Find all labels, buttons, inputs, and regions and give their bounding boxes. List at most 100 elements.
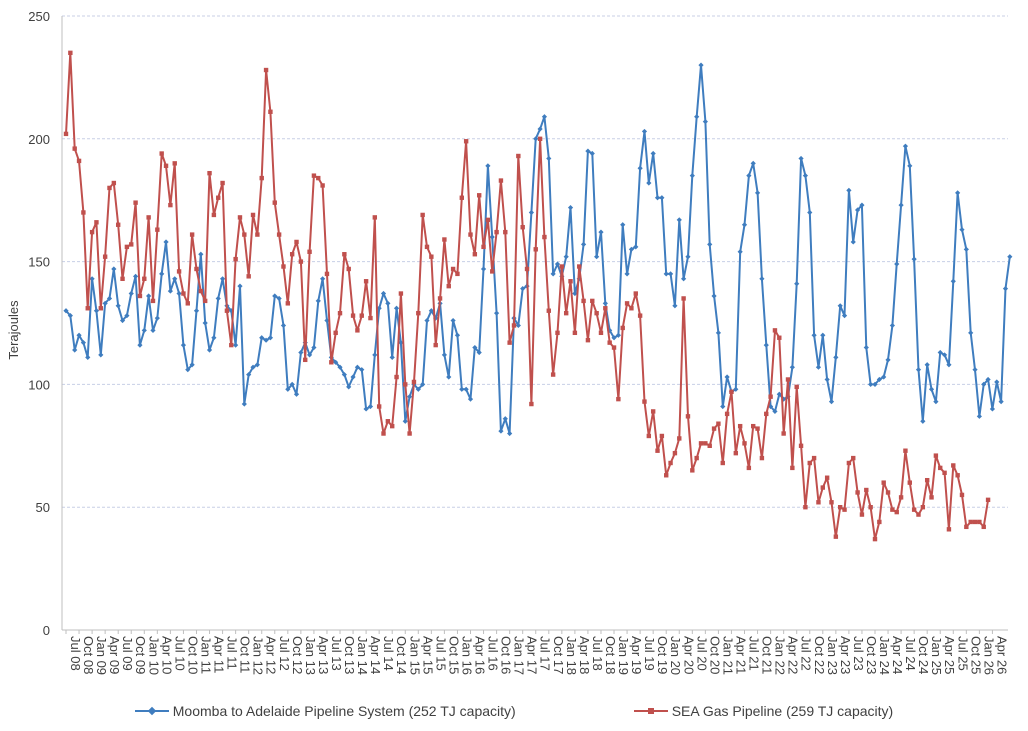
data-point — [206, 347, 213, 353]
x-tick-label: Jan 09 — [94, 636, 109, 675]
data-point — [272, 293, 278, 299]
data-point — [798, 155, 804, 162]
data-point — [141, 327, 147, 333]
x-tick-label: Jan 15 — [407, 636, 422, 675]
data-point — [372, 352, 378, 358]
data-point — [520, 225, 525, 230]
data-point — [807, 209, 813, 216]
data-point — [733, 386, 739, 392]
data-point — [476, 193, 482, 198]
data-point — [677, 436, 682, 441]
data-point — [259, 335, 265, 341]
data-point — [555, 330, 560, 336]
data-point — [968, 330, 974, 336]
data-point — [663, 271, 669, 277]
data-point — [754, 190, 761, 196]
data-point — [729, 389, 734, 394]
data-point — [437, 296, 443, 301]
data-point — [132, 273, 139, 279]
data-point — [863, 344, 869, 351]
data-point — [329, 360, 334, 365]
x-tick-label: Jul 24 — [903, 636, 918, 671]
data-point — [859, 512, 865, 517]
legend-label-sea: SEA Gas Pipeline (259 TJ capacity) — [671, 703, 894, 719]
data-point — [241, 401, 247, 407]
data-point — [955, 190, 961, 196]
data-point — [211, 335, 217, 341]
data-point — [894, 509, 899, 515]
data-point — [311, 344, 317, 351]
data-point — [759, 455, 765, 461]
data-point — [872, 381, 878, 387]
data-point — [920, 418, 926, 424]
x-tick-label: Jul 12 — [277, 636, 292, 671]
data-point — [942, 470, 947, 476]
data-point — [854, 207, 861, 213]
data-point — [720, 460, 725, 466]
data-point — [650, 150, 656, 157]
data-point — [676, 217, 682, 223]
data-point — [589, 150, 595, 157]
data-point — [198, 288, 204, 294]
data-point — [533, 136, 539, 142]
data-point — [924, 477, 930, 483]
data-point — [624, 301, 630, 306]
data-point — [281, 264, 286, 269]
data-point — [637, 165, 643, 171]
data-point — [142, 276, 147, 281]
x-tick-label: Jan 16 — [459, 636, 474, 675]
data-point — [741, 222, 748, 228]
data-point — [981, 524, 986, 530]
data-point — [67, 313, 73, 319]
x-tick-label: Apr 14 — [368, 636, 383, 674]
data-point — [342, 252, 347, 257]
data-point — [250, 364, 256, 370]
data-point — [681, 296, 686, 301]
data-point — [789, 364, 795, 370]
x-tick-label: Oct 25 — [968, 636, 983, 674]
data-point — [577, 264, 582, 269]
data-point — [959, 492, 965, 498]
data-point — [546, 155, 552, 162]
data-point — [185, 367, 191, 373]
data-point — [463, 139, 469, 144]
data-point — [137, 293, 143, 299]
y-tick-label: 100 — [28, 377, 50, 392]
data-point — [107, 185, 112, 191]
data-point — [716, 421, 721, 426]
data-point — [68, 50, 73, 56]
data-point — [580, 241, 587, 248]
data-point — [590, 298, 595, 304]
data-point — [550, 271, 556, 277]
data-point — [115, 303, 121, 309]
data-point — [298, 349, 304, 356]
data-point — [407, 431, 412, 436]
x-tick-label: Jan 20 — [668, 636, 683, 675]
data-point — [737, 249, 743, 255]
data-point — [768, 403, 774, 410]
x-tick-label: Jul 11 — [225, 636, 240, 670]
data-point — [507, 340, 512, 345]
data-point — [685, 414, 691, 419]
data-point — [898, 495, 904, 500]
x-tick-label: Apr 18 — [577, 636, 592, 674]
data-point — [189, 362, 195, 368]
data-point — [711, 293, 717, 299]
data-point — [690, 468, 695, 473]
data-point — [450, 266, 456, 272]
data-point — [167, 288, 173, 294]
data-point — [316, 175, 321, 181]
x-tick-label: Jul 15 — [433, 636, 448, 671]
data-point — [159, 151, 164, 156]
data-point — [772, 328, 778, 333]
data-point — [668, 460, 673, 466]
x-tick-label: Apr 21 — [733, 636, 748, 674]
data-point — [307, 249, 312, 254]
data-point — [976, 413, 982, 419]
legend: Moomba to Adelaide Pipeline System (252 … — [0, 700, 1028, 722]
data-point — [672, 450, 678, 456]
data-point — [567, 204, 574, 211]
data-point — [950, 278, 956, 284]
data-point — [790, 465, 795, 471]
data-point — [746, 173, 752, 179]
